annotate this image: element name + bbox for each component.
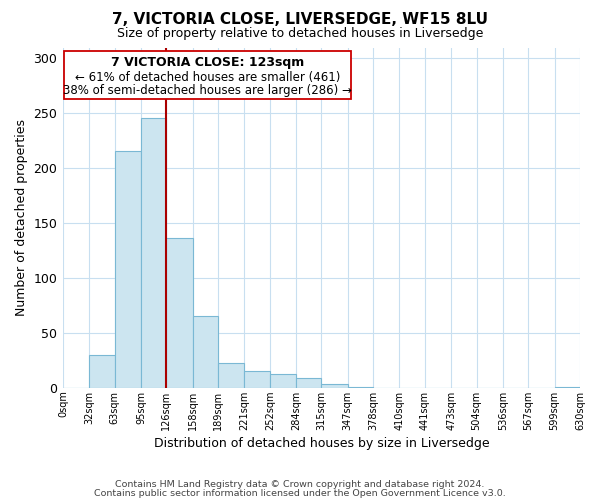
Bar xyxy=(141,118,166,388)
Bar xyxy=(296,378,322,388)
Bar xyxy=(115,150,141,388)
Text: Size of property relative to detached houses in Liversedge: Size of property relative to detached ho… xyxy=(117,26,483,40)
FancyBboxPatch shape xyxy=(64,51,351,99)
X-axis label: Distribution of detached houses by size in Liversedge: Distribution of detached houses by size … xyxy=(154,437,490,450)
Text: 7, VICTORIA CLOSE, LIVERSEDGE, WF15 8LU: 7, VICTORIA CLOSE, LIVERSEDGE, WF15 8LU xyxy=(112,12,488,28)
Bar xyxy=(244,372,270,388)
Bar xyxy=(270,374,296,388)
Text: Contains public sector information licensed under the Open Government Licence v3: Contains public sector information licen… xyxy=(94,489,506,498)
Bar xyxy=(218,362,244,388)
Bar xyxy=(322,384,348,388)
Bar xyxy=(89,355,115,388)
Bar xyxy=(554,386,580,388)
Text: 38% of semi-detached houses are larger (286) →: 38% of semi-detached houses are larger (… xyxy=(63,84,352,96)
Text: 7 VICTORIA CLOSE: 123sqm: 7 VICTORIA CLOSE: 123sqm xyxy=(111,56,304,70)
Bar xyxy=(166,238,193,388)
Y-axis label: Number of detached properties: Number of detached properties xyxy=(15,119,28,316)
Bar xyxy=(348,386,373,388)
Text: ← 61% of detached houses are smaller (461): ← 61% of detached houses are smaller (46… xyxy=(75,70,340,84)
Bar xyxy=(193,316,218,388)
Text: Contains HM Land Registry data © Crown copyright and database right 2024.: Contains HM Land Registry data © Crown c… xyxy=(115,480,485,489)
